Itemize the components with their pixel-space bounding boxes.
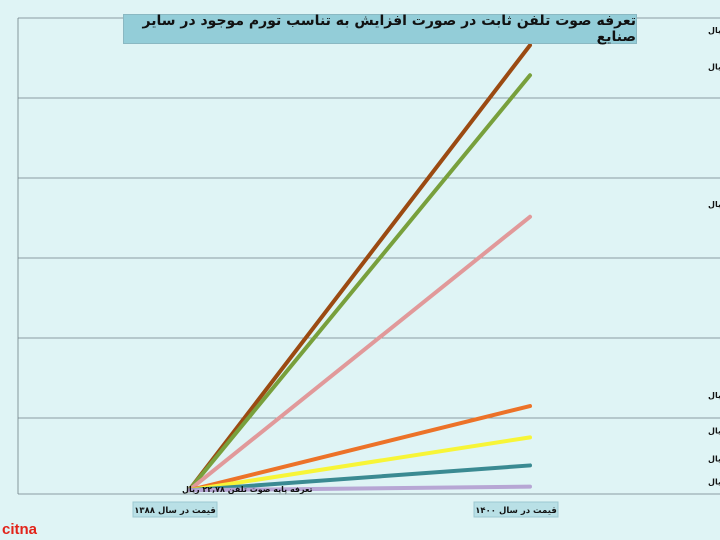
x-tick-box	[473, 501, 559, 518]
series-line	[187, 214, 532, 493]
base-price-label: تعرفه پایه صوت تلفن ۲۲,۷۸ ریال	[182, 485, 313, 494]
series-line	[187, 435, 532, 493]
series-label: تعرفه صوت تلفن متناسب با تورم برق ۲۱۳ ری…	[708, 426, 720, 435]
logo-text: citna	[2, 521, 38, 538]
series-label: تعرفه صوت تلفن متناسب با تورم مس ۲۷۳۴ ری…	[708, 26, 720, 36]
citna-logo: citna	[2, 521, 46, 538]
series-label: تعرفه صوت تلفن متناسب با تورم حقوق و دست…	[708, 391, 720, 400]
x-tick-label: قیمت در سال ۱۴۰۰	[475, 506, 557, 516]
series-label: تعرفه صوت تلفن متناسب با تورم گاز ۲۵۵۱ ر…	[708, 61, 720, 71]
series-label: تعرفه صوت تلفن متناسب با تورم آب ۱۷۴ ریا…	[708, 453, 720, 463]
x-axis: قیمت در سال ۱۳۸۸ قیمت در سال ۱۴۰۰	[132, 501, 559, 518]
series-label: تعرفه صوت تلفن متناسب با تورم پست ۱۶۸۹ ر…	[708, 200, 720, 209]
x-tick-box	[132, 501, 218, 518]
series-labels: تعرفه صوت تلفن متناسب با تورم مس ۲۷۳۴ ری…	[182, 26, 720, 494]
series-line	[187, 73, 532, 493]
series-lines	[187, 43, 532, 493]
series-label: تعرفه صوت تلفن متناسب با تورم گاز ۴۵ ریا…	[708, 477, 720, 487]
series-line	[187, 463, 532, 493]
x-tick-label: قیمت در سال ۱۳۸۸	[134, 506, 216, 516]
series-line	[187, 484, 532, 493]
chart-title: تعرفه صوت تلفن ثابت در صورت افزایش به تن…	[123, 13, 637, 45]
series-line	[187, 404, 532, 493]
series-line	[187, 43, 532, 493]
